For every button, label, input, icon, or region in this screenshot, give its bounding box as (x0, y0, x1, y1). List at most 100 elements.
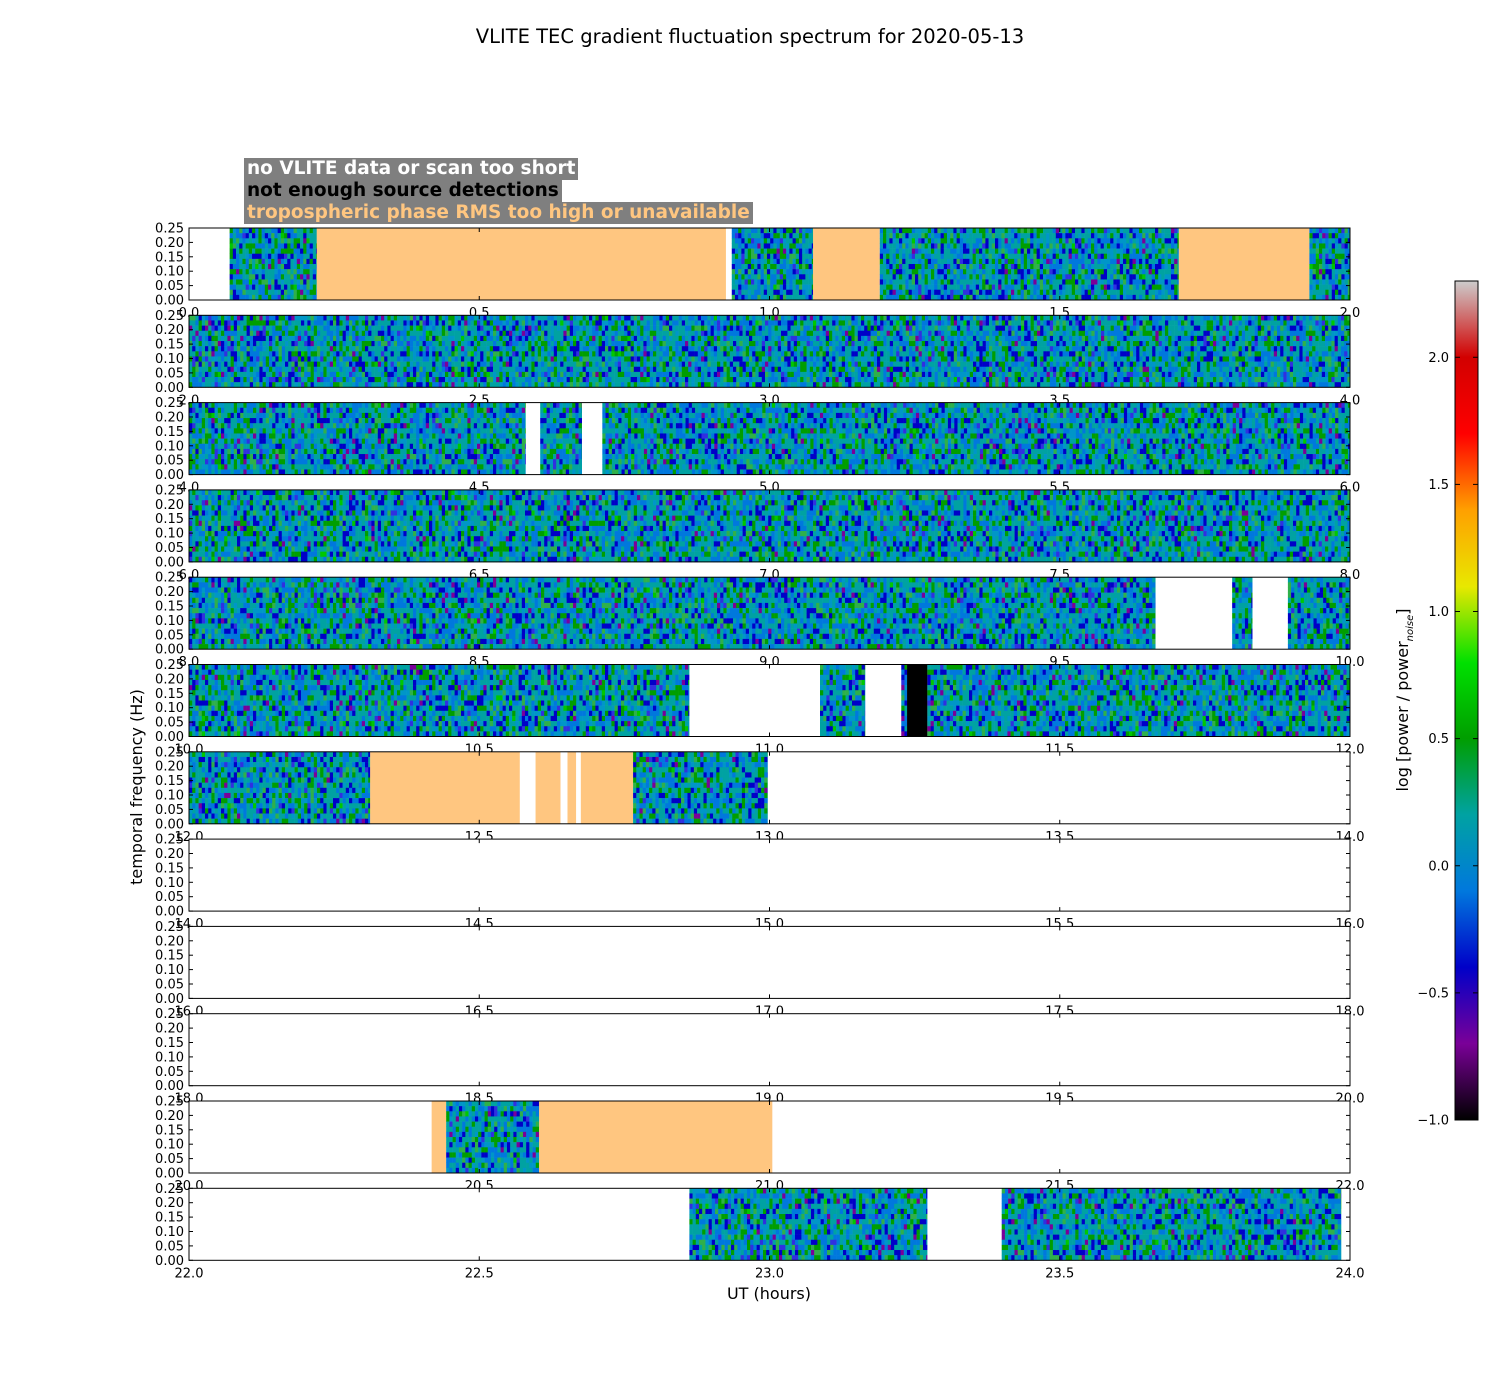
spectrum-cell (371, 341, 375, 347)
spectrum-cell (758, 341, 763, 347)
spectrum-cell (573, 320, 577, 326)
spectrum-cell (409, 346, 414, 352)
spectrum-cell (290, 248, 294, 255)
spectrum-cell (259, 366, 263, 373)
spectrum-cell (717, 351, 721, 357)
spectrum-cell (304, 320, 308, 326)
spectrum-cell (1123, 238, 1127, 244)
spectrum-cell (230, 341, 235, 347)
spectrum-cell (598, 351, 603, 357)
spectrum-cell (547, 377, 551, 383)
spectrum-cell (280, 294, 285, 301)
spectrum-cell (518, 382, 523, 388)
spectrum-cell (205, 320, 209, 326)
spectrum-cell (1014, 233, 1018, 239)
spectrum-cell (784, 320, 788, 326)
spectrum-cell (1328, 284, 1333, 291)
spectrum-cell (694, 330, 699, 337)
spectrum-cell (253, 315, 257, 321)
spectrum-cell (403, 366, 407, 373)
spectrum-cell (365, 346, 369, 352)
spectrum-cell (274, 289, 278, 296)
spectrum-cell (217, 330, 222, 337)
spectrum-cell (326, 341, 331, 347)
spectrum-cell (245, 279, 250, 285)
spectrum-cell (1341, 233, 1345, 239)
spectrum-cell (681, 330, 686, 337)
spectrum-cell (349, 361, 353, 368)
spectrum-cell (317, 377, 321, 383)
spectrum-cell (249, 351, 254, 357)
spectrum-cell (681, 325, 686, 332)
spectrum-cell (288, 361, 292, 368)
spectrum-cell (773, 279, 777, 285)
spectrum-cell (1151, 289, 1156, 296)
spectrum-cell (614, 356, 619, 362)
spectrum-cell (528, 371, 532, 378)
spectrum-cell (242, 248, 246, 255)
spectrum-cell (697, 330, 702, 337)
spectrum-cell (560, 315, 564, 321)
spectrum-cell (550, 346, 555, 352)
spectrum-cell (752, 356, 756, 362)
spectrum-cell (230, 356, 235, 362)
spectrum-cell (368, 366, 372, 373)
spectrum-cell (269, 330, 273, 337)
spectrum-cell (729, 366, 734, 373)
spectrum-cell (790, 335, 795, 342)
spectrum-cell (707, 346, 711, 352)
spectrum-cell (1065, 228, 1069, 234)
spectrum-cell (947, 228, 951, 234)
spectrum-cell (601, 361, 606, 368)
spectrum-cell (1097, 289, 1101, 296)
spectrum-cell (291, 377, 295, 383)
spectrum-cell (381, 351, 385, 357)
spectrum-cell (621, 356, 625, 362)
spectrum-cell (1164, 274, 1169, 280)
spectrum-cell (1091, 228, 1095, 234)
spectrum-cell (1097, 233, 1101, 239)
spectrum-cell (287, 279, 291, 285)
spectrum-cell (744, 264, 749, 270)
spectrum-cell (911, 228, 916, 234)
spectrum-cell (811, 258, 814, 265)
spectrum-cell (403, 356, 407, 362)
spectrum-cell (214, 351, 219, 357)
spectrum-cell (1177, 294, 1180, 301)
spectrum-cell (217, 325, 222, 332)
spectrum-cell (303, 274, 307, 280)
spectrum-cell (198, 346, 203, 352)
spectrum-cell (681, 346, 686, 352)
spectrum-cell (1033, 253, 1037, 260)
spectrum-cell (1331, 253, 1336, 260)
spectrum-cell (1084, 279, 1089, 285)
spectrum-cell (747, 238, 752, 244)
spectrum-cell (381, 330, 385, 337)
spectrum-cell (1347, 274, 1351, 280)
spectrum-cell (1158, 294, 1162, 301)
spectrum-cell (956, 269, 961, 275)
spectrum-cell (1027, 248, 1031, 255)
spectrum-cell (1107, 289, 1111, 296)
spectrum-cell (761, 377, 766, 383)
spectrum-cell (1007, 264, 1012, 270)
spectrum-cell (752, 325, 756, 332)
spectrum-cell (701, 346, 705, 352)
spectrum-cell (592, 335, 596, 342)
spectrum-cell (1020, 284, 1025, 291)
spectrum-cell (349, 320, 353, 326)
spectrum-cell (256, 351, 260, 357)
spectrum-cell (731, 233, 736, 239)
spectrum-cell (1007, 269, 1012, 275)
spectrum-cell (288, 377, 292, 383)
spectrum-cell (371, 315, 375, 321)
spectrum-cell (1020, 279, 1025, 285)
spectrum-cell (908, 294, 913, 301)
spectrum-cell (521, 351, 526, 357)
spectrum-cell (518, 335, 523, 342)
spectrum-cell (1052, 233, 1057, 239)
spectrum-cell (512, 325, 516, 332)
spectrum-cell (258, 264, 262, 270)
spectrum-cell (649, 325, 654, 332)
spectrum-cell (579, 330, 583, 337)
